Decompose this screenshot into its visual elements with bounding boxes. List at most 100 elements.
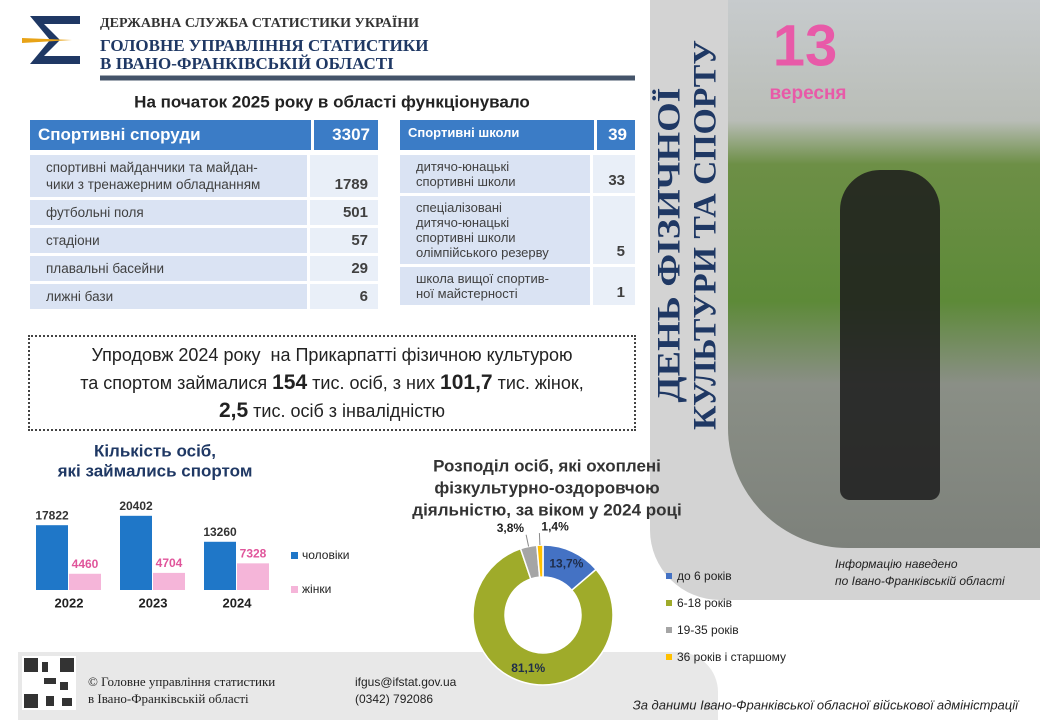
event-title: КУЛЬТУРИ ТА СПОРТУ: [688, 40, 724, 430]
table-row: плавальні басейни 29: [30, 256, 378, 281]
donut-segment: [472, 547, 614, 686]
table-row: спортивні майданчики та майдан- чики з т…: [30, 155, 378, 197]
bar: [237, 563, 269, 590]
legend-swatch: [666, 654, 672, 660]
summary-line: Упродовж 2024 року на Прикарпатті фізичн…: [30, 341, 634, 369]
row-value: 1: [593, 267, 635, 305]
qr-dot: [42, 662, 48, 672]
logo-arrow: [22, 38, 72, 43]
value-label: 1,4%: [541, 519, 569, 533]
row-value: 57: [310, 228, 378, 253]
row-label: школа вищої спортив- ної майстерності: [400, 267, 590, 305]
summary-text: Упродовж 2024 року на Прикарпатті фізичн…: [91, 345, 573, 365]
event-month: вересня: [769, 83, 846, 104]
event-title: ДЕНЬ ФІЗИЧНОЇ: [652, 88, 688, 403]
qr-eye: [24, 694, 38, 708]
header-total: 3307: [314, 120, 378, 150]
footer-org: в Івано-Франківській області: [88, 691, 249, 706]
pie-chart-title: Розподіл осіб, які охоплені: [433, 456, 661, 475]
table-row: спеціалізовані дитячо-юнацькі спортивні …: [400, 196, 635, 264]
bar: [69, 573, 101, 590]
legend-swatch: [291, 586, 298, 593]
value-label: 20402: [119, 499, 153, 513]
qr-code: [22, 656, 76, 710]
legend-swatch: [666, 573, 672, 579]
legend-label: 36 років і старшому: [677, 650, 786, 664]
office: ГОЛОВНЕ УПРАВЛІННЯ СТАТИСТИКИ: [100, 36, 428, 55]
x-tick-label: 2023: [139, 595, 168, 610]
legend-label: чоловіки: [302, 548, 349, 562]
legend-swatch: [666, 627, 672, 633]
summary-number: 101,7: [440, 371, 493, 394]
x-tick-label: 2022: [55, 595, 84, 610]
x-tick-label: 2024: [223, 595, 253, 610]
legend-label: 6-18 років: [677, 596, 732, 610]
table-row: футбольні поля 501: [30, 200, 378, 225]
bar-chart-title: які займались спортом: [57, 461, 253, 480]
summary-box: Упродовж 2024 року на Прикарпатті фізичн…: [28, 335, 636, 431]
summary-number: 154: [272, 371, 308, 394]
footer-org: © Головне управління статистики: [88, 674, 275, 689]
office: В ІВАНО-ФРАНКІВСЬКІЙ ОБЛАСТІ: [100, 54, 394, 73]
header-label: Спортивні споруди: [30, 120, 311, 150]
qr-dot: [46, 696, 54, 706]
row-label: дитячо-юнацькі спортивні школи: [400, 155, 590, 193]
summary-text: тис. жінок,: [492, 373, 584, 393]
facilities-table: Спортивні споруди 3307 спортивні майданчик…: [30, 120, 378, 312]
table-header: Спортивні споруди 3307: [30, 120, 378, 150]
row-label: стадіони: [30, 228, 307, 253]
donut-segment: [536, 544, 544, 578]
pie-chart-title: діяльністю, за віком у 2024 році: [412, 500, 681, 519]
value-label: 13260: [203, 525, 237, 539]
legend-label: 19-35 років: [677, 623, 739, 637]
row-value: 33: [593, 155, 635, 193]
note: по Івано-Франківській області: [835, 574, 1005, 588]
row-label: спеціалізовані дитячо-юнацькі спортивні …: [400, 196, 590, 264]
table-row: лижні бази 6: [30, 284, 378, 309]
table-row: стадіони 57: [30, 228, 378, 253]
summary-text: та спортом займалися: [80, 373, 273, 393]
legend-swatch: [666, 600, 672, 606]
qr-dot: [60, 682, 68, 690]
event-day: 13: [773, 13, 838, 78]
row-value: 1789: [310, 155, 378, 197]
legend-label: до 6 років: [677, 569, 732, 583]
note: Інформацію наведено: [835, 557, 958, 571]
bar-chart-title: Кількість осіб,: [94, 441, 216, 460]
value-label: 3,8%: [497, 521, 525, 535]
logo: [22, 16, 80, 64]
bar: [36, 525, 68, 590]
row-label: плавальні басейни: [30, 256, 307, 281]
qr-dot: [62, 698, 72, 706]
leader-line: [538, 533, 541, 546]
summary-text: тис. осіб з інвалідністю: [248, 401, 446, 421]
bar: [204, 541, 236, 590]
summary-line: та спортом займалися 154 тис. осіб, з ни…: [30, 369, 634, 397]
legend-label: жінки: [302, 582, 331, 596]
footer-source: За даними Івано-Франківської обласної ві…: [633, 697, 1020, 712]
footer-email: ifgus@ifstat.gov.ua: [355, 675, 457, 689]
intro: На початок 2025 року в області функціону…: [134, 92, 530, 111]
qr-dot: [44, 678, 56, 684]
pie-chart-title: фізкультурно-оздоровчою: [434, 478, 659, 497]
qr-eye: [60, 658, 74, 672]
row-value: 501: [310, 200, 378, 225]
schools-table: Спортивні школи 39 дитячо-юнацькі спортивн…: [400, 120, 635, 308]
header-label: Спортивні школи: [400, 120, 594, 150]
bar: [153, 572, 185, 590]
value-label: 81,1%: [511, 661, 545, 675]
row-value: 5: [593, 196, 635, 264]
row-label: спортивні майданчики та майдан- чики з т…: [30, 155, 307, 197]
value-label: 4460: [72, 557, 99, 571]
summary-number: 2,5: [218, 399, 249, 422]
value-label: 13,7%: [549, 556, 583, 570]
value-label: 17822: [35, 508, 69, 522]
footer-phone: (0342) 792086: [355, 692, 433, 706]
photo-figure: [840, 170, 940, 500]
qr-eye: [24, 658, 38, 672]
table-row: дитячо-юнацькі спортивні школи 33: [400, 155, 635, 193]
summary-text: тис. осіб, з них: [307, 373, 441, 393]
row-value: 29: [310, 256, 378, 281]
